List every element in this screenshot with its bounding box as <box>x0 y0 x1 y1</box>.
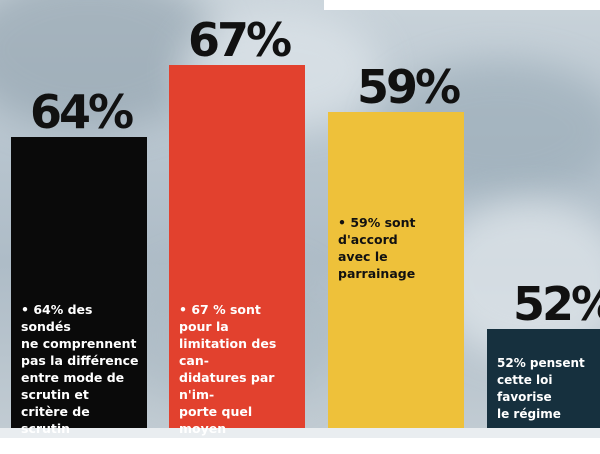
bar-3-caption-line: • 59% sont d'accord <box>338 215 416 248</box>
value-label-2: 67% <box>188 12 292 67</box>
bar-2-caption-line: porte quel moyen <box>179 403 253 436</box>
bar-2-caption-line: • 67 % sont pour la <box>179 301 261 334</box>
bar-1: • 64% des sondés ne comprennent pas la dif… <box>11 137 147 436</box>
bar-1-caption-line: ne comprennent <box>21 336 137 352</box>
bar-1-caption-line: scrutin et critère de <box>21 387 90 420</box>
bar-2-caption-line: au moment <box>179 437 259 453</box>
bar-3-caption: • 59% sont d'accord avec le parrainage <box>338 214 456 282</box>
bar-4-caption-line: le régime <box>497 407 561 422</box>
bar-4-caption: 52% pensent cette loi favorise le régime <box>497 355 592 423</box>
bar-4-caption-line: 52% pensent <box>497 356 585 371</box>
bar-2-caption-line: didatures par n'im- <box>179 369 275 402</box>
bar-2: • 67 % sont pour la limitation des can-di… <box>169 64 305 453</box>
bar-1-caption-line: entre mode de <box>21 370 125 386</box>
value-label-3: 59% <box>357 60 461 115</box>
bar-4-caption-line: cette loi favorise <box>497 373 553 405</box>
value-label-1: 64% <box>30 85 134 140</box>
value-label-4: 52% <box>513 277 600 332</box>
bar-2-caption: • 67 % sont pour la limitation des can-di… <box>179 301 297 454</box>
bar-1-caption-line: pas la différence <box>21 353 139 369</box>
bar-1-caption-line: scrutin <box>21 421 71 437</box>
bar-4: 52% pensent cette loi favorise le régime <box>487 329 600 428</box>
bar-3-caption-line: avec le parrainage <box>338 249 416 282</box>
bar-2-caption-line: limitation des can- <box>179 335 277 368</box>
baseline-strip <box>0 428 600 438</box>
top-white-strip <box>324 0 600 10</box>
bar-3: • 59% sont d'accord avec le parrainage <box>328 112 464 428</box>
bar-1-caption-line: • 64% des sondés <box>21 302 93 335</box>
bar-1-caption: • 64% des sondés ne comprennent pas la dif… <box>21 301 139 437</box>
